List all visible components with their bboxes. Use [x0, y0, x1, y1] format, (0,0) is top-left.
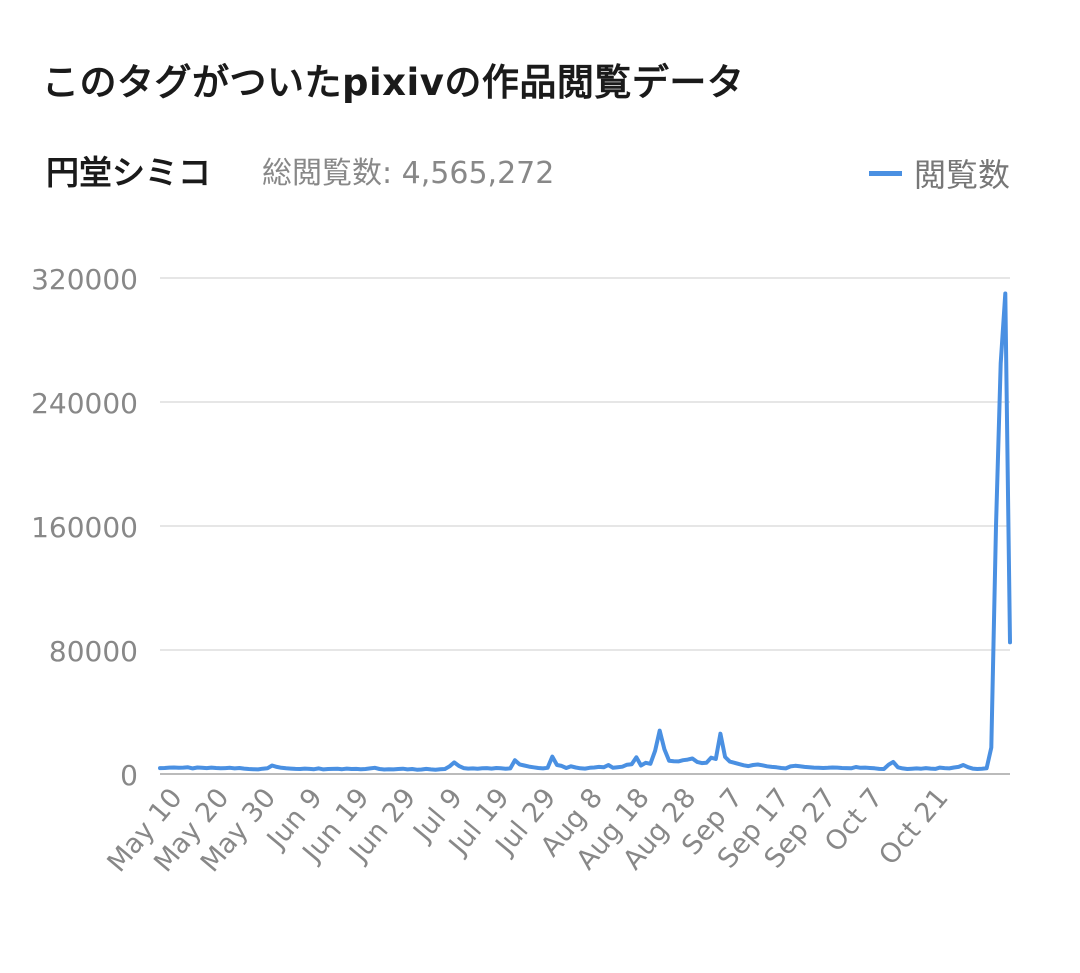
series-line-views [158, 291, 1012, 772]
legend-line-swatch [868, 170, 902, 176]
total-views: 総閲覧数: 4,565,272 [262, 148, 554, 192]
tag-name: 円堂シミコ [46, 153, 211, 192]
chart-legend: 閲覧数 [868, 150, 1010, 196]
y-tick-label: 0 [120, 759, 138, 792]
legend-label: 閲覧数 [913, 156, 1010, 194]
y-tick-label: 320000 [31, 263, 138, 296]
x-tick-label: Oct 21 [873, 783, 954, 872]
y-tick-label: 240000 [31, 387, 138, 420]
page-title: このタグがついたpixivの作品閲覧データ [42, 61, 745, 104]
y-tick-label: 160000 [31, 511, 138, 544]
total-views-label: 総閲覧数: [262, 156, 393, 191]
total-views-value: 4,565,272 [401, 156, 555, 191]
y-tick-label: 80000 [49, 635, 138, 668]
